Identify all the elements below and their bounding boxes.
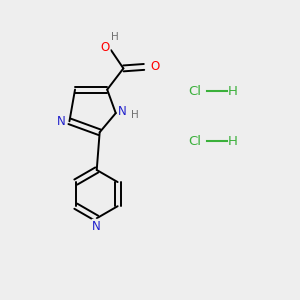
Text: H: H [228, 135, 238, 148]
Text: Cl: Cl [188, 135, 201, 148]
Text: N: N [118, 105, 127, 118]
Text: H: H [111, 32, 119, 42]
Text: H: H [131, 110, 139, 121]
Text: H: H [228, 85, 238, 98]
Text: N: N [92, 220, 101, 233]
Text: N: N [57, 115, 66, 128]
Text: O: O [100, 41, 110, 54]
Text: Cl: Cl [188, 85, 201, 98]
Text: O: O [151, 60, 160, 74]
